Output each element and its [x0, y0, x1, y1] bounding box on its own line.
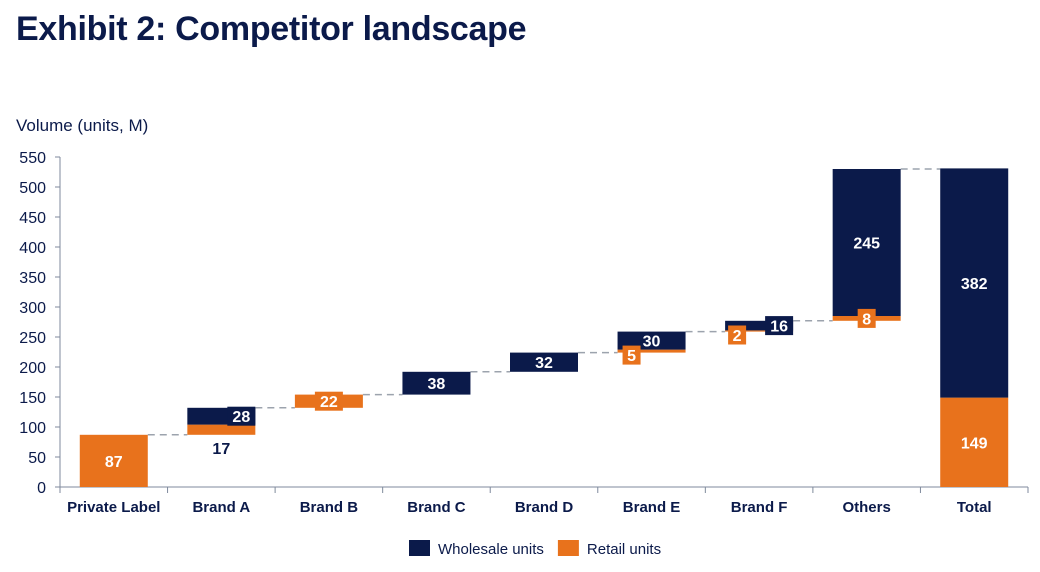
- y-tick-label: 0: [37, 480, 46, 497]
- bar-retail: [725, 330, 794, 332]
- y-tick-label: 300: [19, 300, 46, 317]
- y-axis-label: Volume (units, M): [16, 116, 148, 135]
- retail-label: 149: [961, 435, 988, 452]
- bar-wholesale: [617, 331, 686, 350]
- wholesale-label: 382: [961, 276, 988, 293]
- retail-label: 87: [105, 454, 123, 471]
- y-tick-label: 550: [19, 150, 46, 167]
- wholesale-label-bg: [765, 316, 794, 336]
- bar-wholesale: [832, 169, 901, 316]
- x-tick-label: Brand A: [192, 499, 250, 516]
- retail-label: 5: [627, 348, 636, 365]
- y-tick-label: 100: [19, 420, 46, 437]
- retail-label-bg: [622, 345, 641, 365]
- retail-label-bg: [857, 308, 876, 328]
- x-tick-label: Brand D: [515, 499, 574, 516]
- legend-label: Wholesale units: [438, 541, 544, 558]
- bar-wholesale: [510, 352, 578, 372]
- x-tick-label: Private Label: [67, 499, 160, 516]
- x-tick-label: Brand B: [300, 499, 359, 516]
- retail-label: 22: [320, 394, 338, 411]
- bars: [79, 168, 1009, 487]
- wholesale-label: 32: [535, 355, 553, 372]
- legend-swatch: [557, 540, 579, 556]
- legend-label: Retail units: [587, 541, 661, 558]
- x-tick-label: Others: [842, 499, 890, 516]
- x-axis: Private Label Brand A Brand B Brand C Brand …: [59, 486, 1029, 516]
- retail-label: 17: [212, 441, 230, 458]
- bar-retail: [187, 424, 256, 435]
- wholesale-label-bg: [227, 406, 256, 426]
- y-tick-label: 500: [19, 180, 46, 197]
- wholesale-label: 245: [853, 236, 880, 253]
- y-tick-label: 200: [19, 360, 46, 377]
- y-tick-label: 450: [19, 210, 46, 227]
- y-tick-label: 400: [19, 240, 46, 257]
- y-axis: 0 50 100 150 200 250 300 350 400 450 500 550: [19, 150, 61, 497]
- retail-label-bg: [314, 391, 343, 411]
- x-tick-label: Total: [957, 499, 992, 516]
- legend: Wholesale units Retail units: [409, 540, 661, 558]
- wholesale-label: 30: [643, 334, 661, 351]
- x-tick-label: Brand E: [623, 499, 681, 516]
- bar-wholesale: [725, 320, 794, 331]
- wholesale-label: 38: [428, 376, 446, 393]
- legend-swatch: [409, 540, 430, 556]
- wholesale-label: 16: [770, 319, 788, 336]
- wholesale-label: 28: [232, 409, 250, 426]
- page-title: Exhibit 2: Competitor landscape: [16, 10, 527, 48]
- y-tick-label: 250: [19, 330, 46, 347]
- bar-wholesale: [940, 168, 1009, 398]
- bar-retail: [617, 349, 686, 353]
- bar-wholesale: [402, 371, 471, 395]
- y-tick-label: 50: [28, 450, 46, 467]
- retail-label: 2: [733, 328, 742, 345]
- y-tick-label: 150: [19, 390, 46, 407]
- x-tick-label: Brand F: [731, 499, 788, 516]
- connector-lines: [147, 168, 941, 436]
- retail-label: 8: [862, 311, 871, 328]
- retail-label-bg: [728, 325, 747, 345]
- bar-retail: [79, 434, 148, 487]
- x-tick-label: Brand C: [407, 499, 466, 516]
- y-tick-label: 350: [19, 270, 46, 287]
- bar-retail: [940, 397, 1009, 487]
